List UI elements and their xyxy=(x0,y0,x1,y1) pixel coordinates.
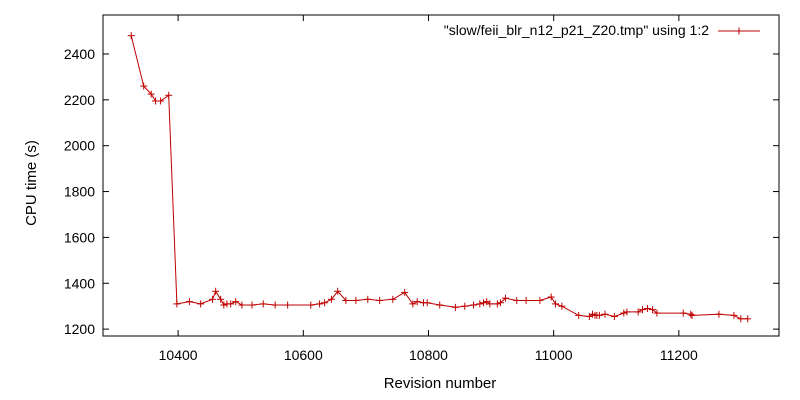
data-point xyxy=(552,300,560,308)
data-point xyxy=(486,300,494,308)
legend-label: "slow/feii_blr_n12_p21_Z20.tmp" using 1:… xyxy=(444,22,709,38)
data-point xyxy=(185,298,193,306)
y-tick-label: 1400 xyxy=(64,275,95,291)
data-point xyxy=(547,293,555,301)
plot-frame xyxy=(102,14,780,337)
data-point xyxy=(679,309,687,317)
data-point xyxy=(259,300,267,308)
data-point xyxy=(389,295,397,303)
x-axis-ticks: 10400 10600 10800 11000 11200 xyxy=(159,15,698,363)
data-point xyxy=(595,311,603,319)
x-tick-label: 11000 xyxy=(535,347,573,363)
x-tick-label: 10800 xyxy=(409,347,448,363)
data-point xyxy=(522,296,530,304)
data-point xyxy=(536,296,544,304)
data-point xyxy=(140,82,148,90)
data-point xyxy=(316,300,324,308)
data-point xyxy=(730,311,738,319)
data-point xyxy=(232,298,240,306)
data-point xyxy=(620,309,628,317)
data-point xyxy=(238,301,246,309)
data-point xyxy=(496,299,504,307)
data-point xyxy=(470,301,478,309)
data-point xyxy=(649,306,657,314)
data-point xyxy=(401,288,409,296)
data-point xyxy=(413,298,421,306)
data-point xyxy=(217,295,225,303)
x-tick-label: 10600 xyxy=(284,347,323,363)
data-point xyxy=(227,300,235,308)
series-line xyxy=(130,35,748,320)
data-point xyxy=(653,309,661,317)
x-tick-label: 11200 xyxy=(660,347,698,363)
y-axis-label: CPU time (s) xyxy=(23,140,40,226)
data-point xyxy=(476,300,484,308)
y-tick-label: 1800 xyxy=(64,184,95,200)
data-point xyxy=(610,313,618,321)
x-axis-label: Revision number xyxy=(384,375,497,392)
plot-frame-group xyxy=(102,14,780,337)
y-tick-label: 2000 xyxy=(64,138,95,154)
data-point xyxy=(737,315,745,323)
data-point xyxy=(493,300,501,308)
data-point xyxy=(436,301,444,309)
data-point xyxy=(715,310,723,318)
data-point xyxy=(342,296,350,304)
data-point xyxy=(157,97,165,105)
data-point xyxy=(127,32,135,40)
data-point xyxy=(352,296,360,304)
data-point xyxy=(558,302,566,310)
data-point xyxy=(601,310,609,318)
y-tick-label: 1200 xyxy=(64,321,95,337)
data-point xyxy=(173,300,181,308)
y-tick-label: 2200 xyxy=(64,92,95,108)
data-point xyxy=(248,301,256,309)
data-point xyxy=(284,301,292,309)
legend-marker xyxy=(735,27,743,35)
y-tick-label: 1600 xyxy=(64,229,95,245)
data-point xyxy=(687,310,695,318)
data-point xyxy=(364,295,372,303)
x-tick-label: 10400 xyxy=(159,347,198,363)
series-group xyxy=(127,32,752,323)
data-point xyxy=(307,301,315,309)
y-axis-ticks: 1200 1400 1600 1800 2000 2200 2400 xyxy=(64,46,779,337)
data-point xyxy=(220,301,228,309)
data-point xyxy=(327,295,335,303)
data-point xyxy=(501,294,509,302)
data-point xyxy=(321,299,329,307)
data-point xyxy=(197,300,205,308)
legend: "slow/feii_blr_n12_p21_Z20.tmp" using 1:… xyxy=(444,22,760,38)
data-point xyxy=(451,303,459,311)
y-tick-label: 2400 xyxy=(64,46,95,62)
data-point xyxy=(334,287,342,295)
data-point xyxy=(513,296,521,304)
data-point xyxy=(461,302,469,310)
data-point xyxy=(147,90,155,98)
data-point xyxy=(423,299,431,307)
data-point xyxy=(271,301,279,309)
data-point xyxy=(744,315,752,323)
data-point xyxy=(480,299,488,307)
data-point xyxy=(376,296,384,304)
data-point xyxy=(623,308,631,316)
data-point xyxy=(209,295,217,303)
data-point xyxy=(165,91,173,99)
data-point xyxy=(688,311,696,319)
data-point xyxy=(409,300,417,308)
data-point xyxy=(575,311,583,319)
data-point xyxy=(212,287,220,295)
data-point xyxy=(639,306,647,314)
data-point xyxy=(634,308,642,316)
data-point xyxy=(644,304,652,312)
